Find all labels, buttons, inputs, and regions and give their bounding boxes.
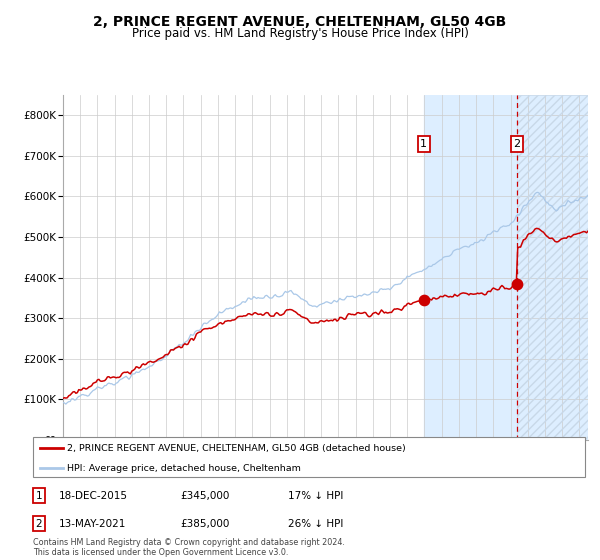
Text: 2: 2	[514, 139, 520, 149]
Text: 2: 2	[35, 519, 43, 529]
Text: £345,000: £345,000	[180, 491, 229, 501]
Text: 1: 1	[420, 139, 427, 149]
Bar	[424, 95, 588, 440]
Text: 2, PRINCE REGENT AVENUE, CHELTENHAM, GL50 4GB (detached house): 2, PRINCE REGENT AVENUE, CHELTENHAM, GL5…	[67, 444, 406, 452]
Text: 18-DEC-2015: 18-DEC-2015	[59, 491, 128, 501]
Text: 26% ↓ HPI: 26% ↓ HPI	[288, 519, 343, 529]
Point	[512, 279, 522, 288]
Text: 1: 1	[35, 491, 43, 501]
Point	[419, 295, 428, 304]
FancyBboxPatch shape	[33, 437, 585, 477]
Text: £385,000: £385,000	[180, 519, 229, 529]
Bar	[517, 95, 588, 440]
Text: Contains HM Land Registry data © Crown copyright and database right 2024.
This d: Contains HM Land Registry data © Crown c…	[33, 538, 345, 557]
Text: HPI: Average price, detached house, Cheltenham: HPI: Average price, detached house, Chel…	[67, 464, 301, 473]
Text: Price paid vs. HM Land Registry's House Price Index (HPI): Price paid vs. HM Land Registry's House …	[131, 27, 469, 40]
Text: 17% ↓ HPI: 17% ↓ HPI	[288, 491, 343, 501]
Text: 13-MAY-2021: 13-MAY-2021	[59, 519, 126, 529]
Text: 2, PRINCE REGENT AVENUE, CHELTENHAM, GL50 4GB: 2, PRINCE REGENT AVENUE, CHELTENHAM, GL5…	[94, 15, 506, 29]
